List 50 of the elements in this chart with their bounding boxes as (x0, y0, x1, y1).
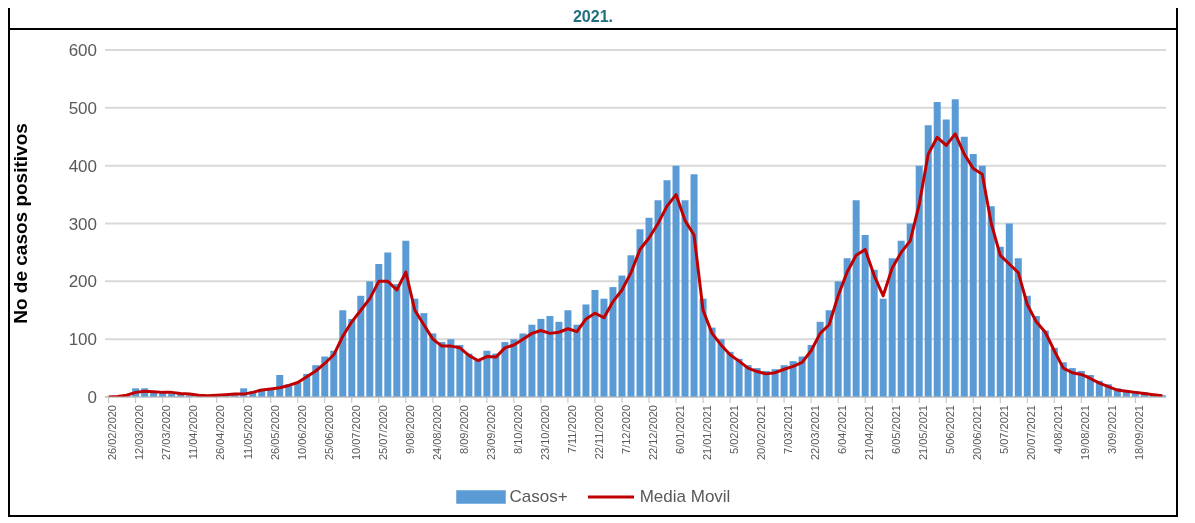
x-tick-label: 4/08/2021 (1052, 405, 1065, 454)
x-tick-label: 6/04/2021 (835, 405, 848, 454)
y-tick-label: 300 (68, 214, 97, 234)
x-tick-label: 24/08/2020 (430, 405, 443, 461)
x-tick-label: 9/08/2020 (403, 405, 416, 454)
y-axis-title: No de casos positivos (9, 123, 31, 324)
x-tick-label: 5/02/2021 (727, 405, 740, 454)
x-tick-label: 11/04/2020 (187, 405, 200, 460)
x-tick-label: 10/07/2020 (349, 405, 362, 461)
x-tick-label: 20/06/2021 (971, 405, 984, 461)
x-tick-label: 8/09/2020 (457, 405, 470, 454)
x-tick-label: 6/05/2021 (890, 405, 902, 454)
x-tick-label: 26/05/2020 (268, 405, 281, 461)
x-tick-label: 25/06/2020 (322, 405, 335, 461)
x-tick-label: 11/05/2020 (241, 405, 254, 460)
x-tick-label: 22/12/2020 (646, 405, 659, 461)
x-tick-label: 19/08/2021 (1079, 405, 1092, 461)
chart-title: 2021. (10, 8, 1176, 30)
y-tick-label: 500 (68, 98, 97, 118)
x-tick-label: 7/03/2021 (781, 405, 794, 454)
legend-label: Media Movil (639, 487, 731, 507)
y-tick-label: 200 (68, 272, 97, 292)
legend-label: Casos+ (509, 487, 568, 507)
y-tick-label: 400 (68, 156, 97, 176)
x-tick-label: 26/02/2020 (106, 405, 119, 461)
x-tick-label: 6/01/2021 (673, 405, 686, 454)
x-tick-label: 5/06/2021 (944, 405, 957, 454)
x-tick-label: 20/07/2021 (1025, 405, 1038, 461)
x-tick-label: 3/09/2021 (1106, 405, 1119, 454)
x-tick-label: 21/05/2021 (917, 405, 930, 461)
x-tick-label: 22/11/2020 (592, 405, 605, 460)
y-tick-label: 0 (87, 388, 97, 408)
x-tick-label: 22/03/2021 (808, 405, 821, 461)
x-tick-label: 20/02/2021 (754, 405, 767, 461)
y-tick-label: 100 (68, 330, 97, 350)
x-tick-label: 25/07/2020 (376, 405, 389, 461)
x-tick-label: 7/12/2020 (619, 405, 632, 454)
x-tick-label: 27/03/2020 (160, 405, 173, 461)
x-tick-label: 5/07/2021 (998, 405, 1011, 454)
x-tick-label: 7/11/2020 (565, 405, 578, 454)
x-tick-label: 26/04/2020 (214, 405, 227, 461)
x-tick-label: 23/10/2020 (538, 405, 551, 461)
x-tick-label: 10/06/2020 (295, 405, 308, 461)
x-tick-label: 18/09/2021 (1133, 405, 1146, 461)
x-tick-label: 21/01/2021 (700, 405, 713, 461)
x-tick-label: 21/04/2021 (862, 405, 875, 461)
x-tick-label: 12/03/2020 (133, 405, 146, 461)
x-tick-label: 23/09/2020 (484, 405, 497, 461)
x-tick-label: 8/10/2020 (511, 405, 524, 454)
y-tick-label: 600 (68, 41, 97, 61)
